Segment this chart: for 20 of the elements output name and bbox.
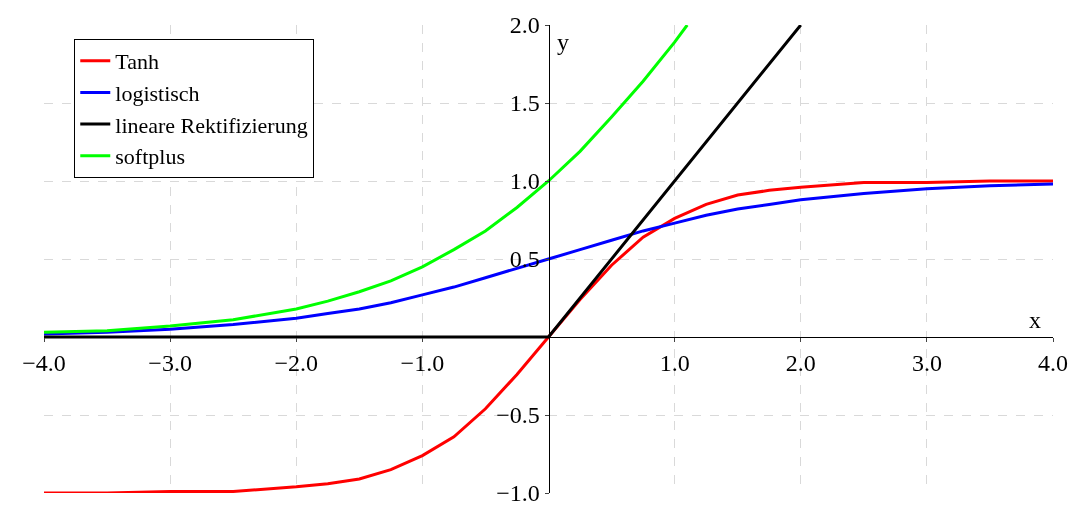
legend-label: softplus bbox=[115, 144, 185, 170]
x-tick-label: −2.0 bbox=[274, 349, 319, 376]
x-tick-label: 1.0 bbox=[659, 349, 690, 376]
y-tick-label: 1.0 bbox=[509, 168, 540, 195]
y-tick-label: 1.5 bbox=[509, 90, 540, 117]
x-tick-label: 2.0 bbox=[785, 349, 816, 376]
x-tick-label: −1.0 bbox=[400, 349, 445, 376]
y-tick-label: −0.5 bbox=[496, 402, 540, 429]
y-tick-label: −1.0 bbox=[496, 480, 540, 507]
y-axis-title: y bbox=[557, 29, 569, 55]
x-tick-label: 4.0 bbox=[1038, 349, 1068, 376]
legend-label: Tanh bbox=[115, 49, 159, 75]
x-axis-title: x bbox=[1029, 307, 1041, 333]
y-tick-label: 0.5 bbox=[509, 246, 540, 273]
y-tick-label: 2.0 bbox=[509, 12, 540, 39]
x-tick-label: −4.0 bbox=[22, 349, 66, 376]
legend-label: logistisch bbox=[115, 81, 200, 107]
legend-label: lineare Rektifizierung bbox=[115, 112, 308, 138]
x-tick-label: 3.0 bbox=[911, 349, 942, 376]
x-tick-label: −3.0 bbox=[148, 349, 192, 376]
